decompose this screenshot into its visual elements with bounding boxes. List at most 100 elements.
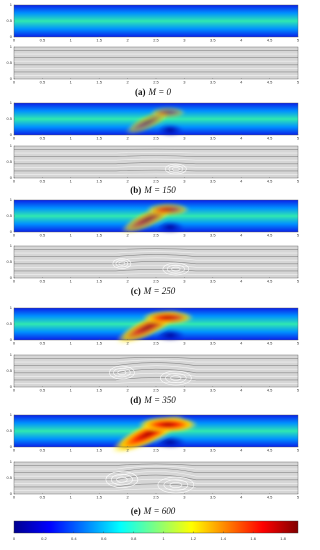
y-tick-label: 1	[10, 44, 13, 49]
x-tick-label: 2.5	[153, 448, 159, 453]
x-tick-label: 2.5	[153, 136, 159, 141]
y-tick-label: 0.5	[6, 321, 12, 326]
x-tick-label: 0.5	[40, 495, 46, 500]
x-tick-label: 3.5	[210, 38, 216, 43]
x-tick-label: 3.5	[210, 136, 216, 141]
x-tick-label: 0	[13, 448, 16, 453]
streamline	[14, 465, 298, 470]
field-features	[111, 415, 198, 454]
caption: (e) M = 600	[131, 506, 176, 516]
colorbar-tick-label: 0	[13, 536, 16, 541]
caption-label: (c)	[131, 286, 141, 296]
colorbar-tick-label: 1.8	[280, 536, 286, 541]
low-velocity-region	[157, 124, 184, 137]
x-tick-label: 5	[297, 341, 300, 346]
x-tick-label: 3.5	[210, 388, 216, 393]
x-tick-label: 2.5	[153, 279, 159, 284]
vortex	[118, 261, 126, 266]
x-tick-label: 0.5	[40, 233, 46, 238]
x-tick-label: 2.5	[153, 495, 159, 500]
vortex	[105, 471, 139, 488]
y-tick-label: 1	[10, 352, 13, 357]
low-velocity-region	[154, 436, 187, 449]
x-tick-label: 3.5	[210, 179, 216, 184]
x-tick-label: 3	[183, 341, 186, 346]
x-tick-label: 0.5	[40, 179, 46, 184]
x-tick-label: 1.5	[96, 136, 102, 141]
streamline	[14, 261, 298, 265]
x-tick-label: 1.5	[96, 279, 102, 284]
figure: 0 0.5 1 1.5 2 2.5 3 3.5 4 4.5 5 0 0.5 1 0 0.5 1 1.5 2 2.5 3 3…	[6, 2, 300, 541]
vortex	[115, 259, 129, 268]
y-tick-label: 0.5	[6, 60, 12, 65]
low-velocity-region	[156, 221, 185, 234]
x-tick-label: 5	[297, 233, 300, 238]
high-velocity-region	[138, 416, 198, 433]
x-tick-label: 4.5	[267, 448, 273, 453]
caption-text: M = 150	[143, 185, 176, 195]
x-tick-label: 2	[126, 179, 129, 184]
vortex	[157, 476, 195, 494]
y-tick-label: 0	[10, 229, 13, 234]
x-tick-label: 0.5	[40, 341, 46, 346]
x-tick-label: 1	[70, 80, 73, 85]
colorbar-tick-label: 1.4	[220, 536, 226, 541]
x-tick-label: 3.5	[210, 495, 216, 500]
y-tick-label: 0	[10, 34, 13, 39]
vortex	[169, 482, 183, 489]
streamline	[14, 152, 298, 154]
x-tick-label: 2	[126, 80, 129, 85]
streamline	[14, 483, 298, 488]
streamline	[14, 273, 298, 275]
high-velocity-region	[142, 310, 194, 325]
x-tick-label: 1	[70, 233, 73, 238]
x-tick-label: 5	[297, 495, 300, 500]
y-tick-label: 0.5	[6, 475, 12, 480]
x-tick-label: 5	[297, 448, 300, 453]
x-tick-label: 1	[70, 495, 73, 500]
field-features	[120, 203, 190, 234]
streamline-field	[14, 146, 298, 178]
x-tick-label: 5	[297, 179, 300, 184]
streamline-field	[14, 355, 298, 387]
streamline	[14, 362, 298, 366]
streamline	[14, 264, 298, 268]
vortex	[163, 479, 189, 491]
streamline-field	[14, 246, 298, 278]
vortex	[172, 167, 180, 172]
x-tick-label: 0	[13, 341, 16, 346]
x-tick-label: 3	[183, 38, 186, 43]
x-tick-label: 1.5	[96, 179, 102, 184]
y-tick-label: 0	[10, 384, 13, 389]
x-tick-label: 4	[240, 233, 243, 238]
y-tick-label: 0.5	[6, 368, 12, 373]
caption-text: M = 250	[143, 286, 176, 296]
x-tick-label: 2	[126, 495, 129, 500]
x-tick-label: 1	[70, 448, 73, 453]
x-tick-label: 5	[297, 136, 300, 141]
x-tick-label: 2	[126, 279, 129, 284]
x-tick-label: 4.5	[267, 38, 273, 43]
x-tick-label: 4	[240, 495, 243, 500]
x-tick-label: 3	[183, 80, 186, 85]
x-tick-label: 1.5	[96, 448, 102, 453]
streamline	[14, 381, 298, 384]
streamline	[14, 257, 298, 261]
streamline	[14, 254, 298, 257]
streamline-field	[14, 462, 298, 494]
streamline	[14, 474, 298, 481]
streamline	[14, 468, 298, 473]
x-tick-label: 2.5	[153, 233, 159, 238]
x-tick-label: 0.5	[40, 80, 46, 85]
caption: (b) M = 150	[130, 185, 176, 195]
streamline	[14, 251, 298, 254]
x-tick-label: 2.5	[153, 80, 159, 85]
y-tick-label: 1	[10, 2, 13, 7]
x-tick-label: 0	[13, 279, 16, 284]
x-tick-label: 5	[297, 38, 300, 43]
vortex	[165, 373, 187, 384]
streamline	[14, 158, 298, 161]
vortex	[168, 165, 184, 173]
vortex	[112, 258, 132, 269]
y-tick-label: 0	[10, 491, 13, 496]
